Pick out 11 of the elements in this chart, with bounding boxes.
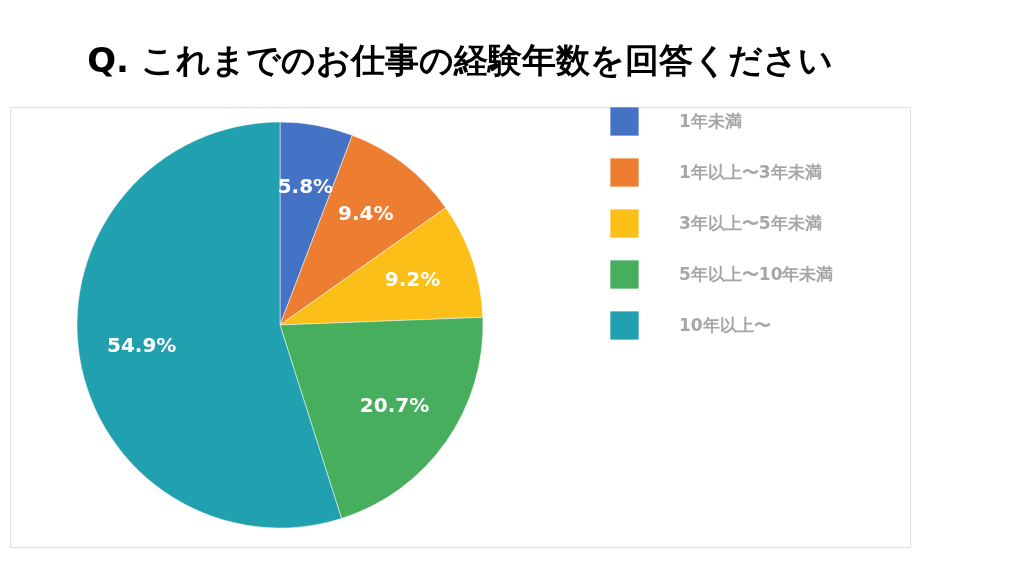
chart-title: Q. これまでのお仕事の経験年数を回答ください [87, 40, 833, 80]
data-label: 9.2% [384, 267, 441, 292]
data-label: 20.7% [359, 392, 430, 417]
legend-label: 10年以上〜 [679, 314, 771, 335]
legend-label: 1年以上〜3年未満 [679, 161, 822, 182]
data-label: 54.9% [106, 333, 177, 358]
legend-label: 1年未満 [679, 110, 742, 131]
data-label: 9.4% [338, 201, 394, 226]
legend-label: 3年以上〜5年未満 [679, 212, 822, 233]
data-label: 5.8% [277, 174, 334, 199]
legend-label: 5年以上〜10年未満 [679, 263, 834, 284]
